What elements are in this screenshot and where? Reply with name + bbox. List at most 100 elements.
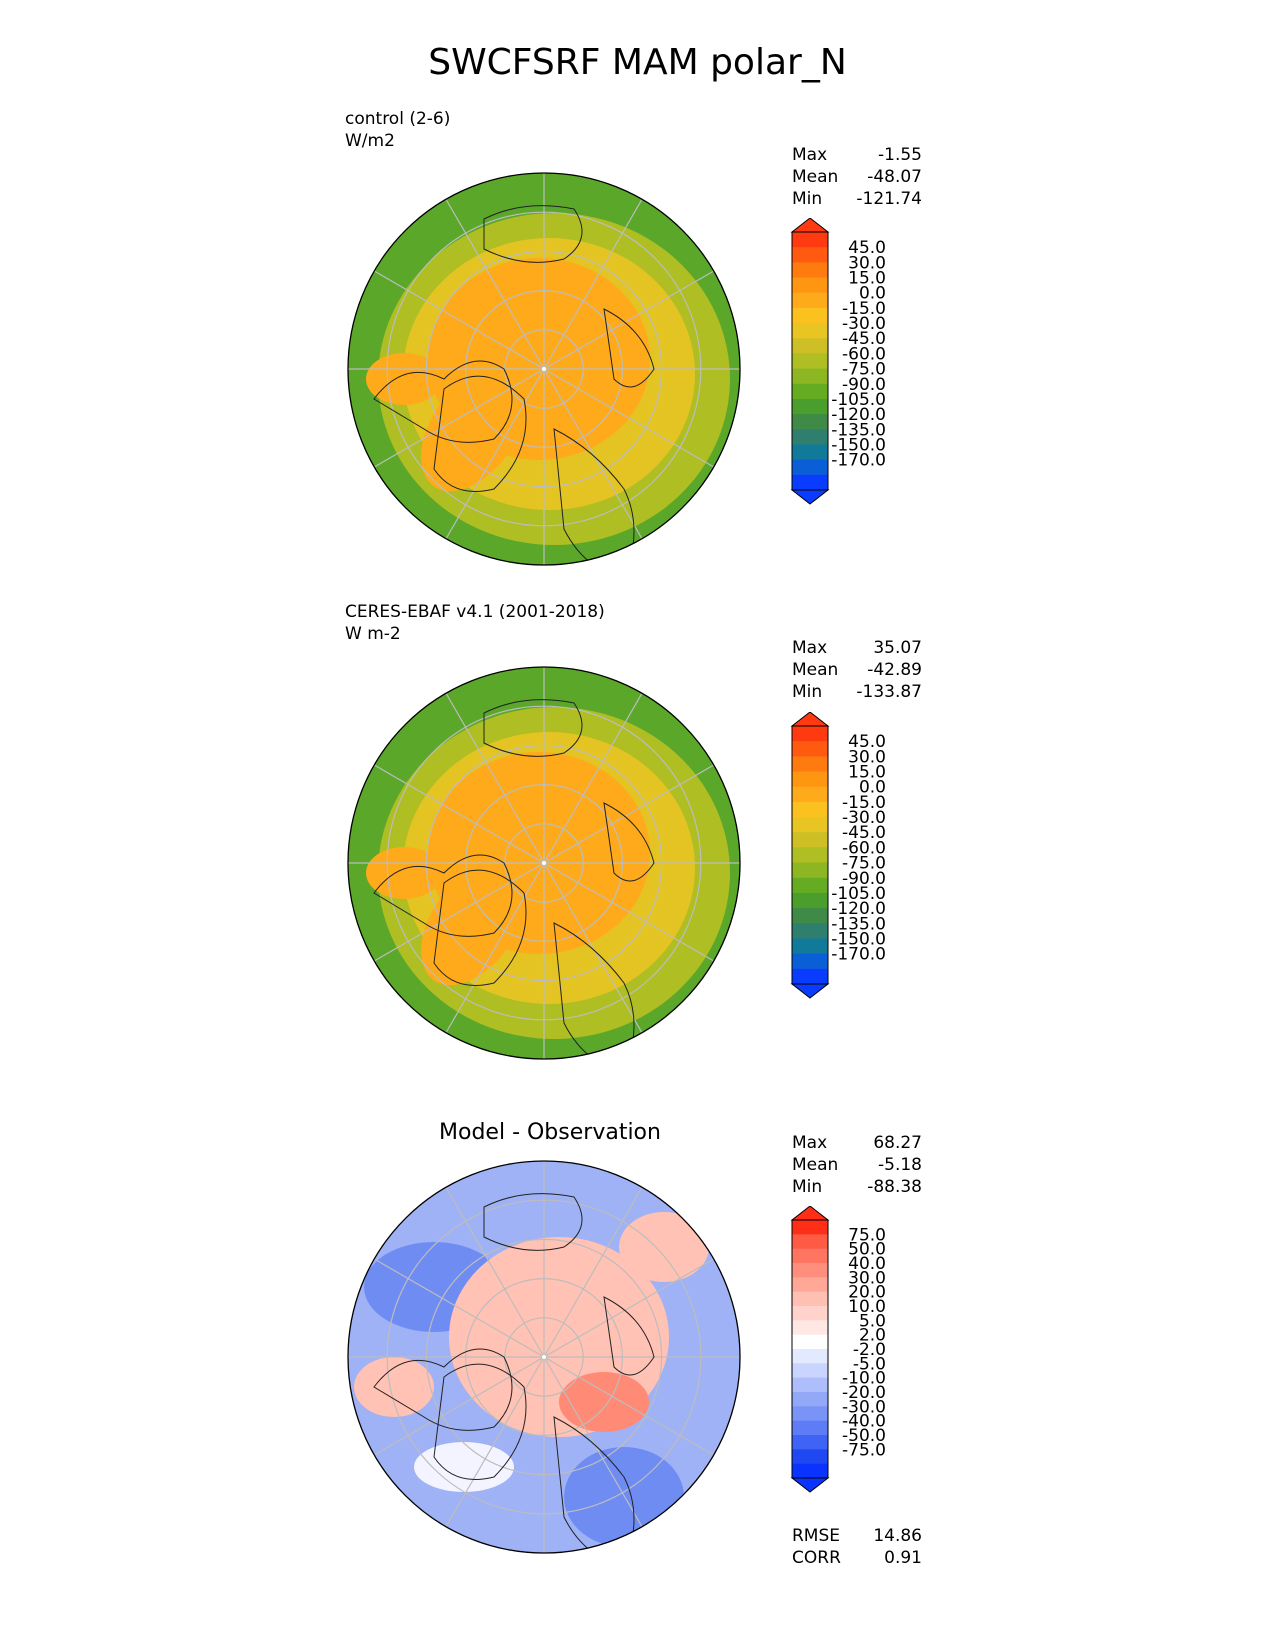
colorbar-tick-label: -120.0 bbox=[831, 899, 886, 919]
colorbar-tick-label: -10.0 bbox=[842, 1369, 886, 1389]
colorbar-tick-label: -150.0 bbox=[831, 929, 886, 949]
colorbar-swatch bbox=[792, 414, 828, 430]
colorbar-tick-label: -30.0 bbox=[842, 1397, 886, 1417]
max-label: Max bbox=[792, 1133, 828, 1153]
colorbar-swatch bbox=[792, 862, 828, 879]
colorbar-tick-label: -90.0 bbox=[842, 869, 886, 889]
colorbar-swatch bbox=[792, 1234, 828, 1250]
colorbar-swatch bbox=[792, 1277, 828, 1293]
colorbar-swatch bbox=[792, 1392, 828, 1407]
meridian-line bbox=[543, 862, 715, 962]
colorbar-tick-label: -45.0 bbox=[842, 823, 886, 843]
colorbar-tick-label: -5.0 bbox=[853, 1354, 886, 1374]
colorbar-tick-label: -170.0 bbox=[831, 451, 886, 471]
map-boundary bbox=[347, 666, 741, 1060]
meridian-line bbox=[543, 692, 643, 864]
meridian-line bbox=[543, 368, 715, 468]
meridian-line bbox=[543, 764, 715, 864]
max-value: 35.07 bbox=[873, 638, 922, 658]
min-value: -121.74 bbox=[856, 189, 922, 209]
colorbar-tick-label: 30.0 bbox=[848, 253, 886, 273]
panel3-colorbar: 75.050.040.030.020.010.05.02.0-2.0-5.0-1… bbox=[790, 1206, 886, 1493]
mean-label: Mean bbox=[792, 1155, 839, 1175]
colorbar-swatch bbox=[792, 938, 828, 955]
colorbar-tick-label: -60.0 bbox=[842, 344, 886, 364]
colorbar-tick-label: -120.0 bbox=[831, 405, 886, 425]
colorbar-tick-label: -30.0 bbox=[842, 314, 886, 334]
colorbar-swatch bbox=[792, 1435, 828, 1450]
colorbar-tick-label: 15.0 bbox=[848, 763, 886, 783]
coastline bbox=[433, 869, 527, 986]
coastline bbox=[483, 699, 583, 757]
coastline bbox=[553, 922, 635, 1059]
near-zero-region bbox=[414, 1442, 514, 1492]
colorbar-swatch bbox=[792, 847, 828, 864]
colorbar-tick-label: -135.0 bbox=[831, 420, 886, 440]
panel3-metrics: RMSE 14.86 CORR 0.91 bbox=[792, 1525, 922, 1569]
colorbar-tick-label: -15.0 bbox=[842, 793, 886, 813]
meridian-line bbox=[543, 1186, 643, 1358]
colorbar-swatch bbox=[792, 277, 828, 294]
colorbar-tick-label: -150.0 bbox=[831, 435, 886, 455]
north-pole-marker bbox=[542, 367, 546, 371]
colorbar-swatch bbox=[792, 262, 828, 279]
panel3-diff-polar-map bbox=[347, 1160, 741, 1554]
north-pole-marker bbox=[542, 1355, 546, 1359]
meridian-line bbox=[445, 1356, 545, 1528]
colorbar-tick-label: 45.0 bbox=[848, 238, 886, 258]
min-label: Min bbox=[792, 189, 823, 209]
colorbar-swatch bbox=[792, 1248, 828, 1264]
colorbar-swatch bbox=[792, 247, 828, 263]
mean-label: Mean bbox=[792, 660, 839, 680]
strong-negative-region bbox=[564, 1447, 684, 1547]
meridian-line bbox=[543, 368, 643, 540]
colorbar-swatch bbox=[792, 338, 828, 354]
colorbar-swatch bbox=[792, 368, 828, 385]
map-field bbox=[348, 173, 740, 565]
coastline bbox=[553, 428, 635, 565]
colorbar-swatch bbox=[792, 1263, 828, 1278]
north-pole-marker bbox=[542, 861, 546, 865]
coastline bbox=[553, 1416, 635, 1553]
rmse-value: 14.86 bbox=[873, 1526, 922, 1546]
colorbar-swatch bbox=[792, 474, 828, 491]
corr-value: 0.91 bbox=[884, 1548, 922, 1568]
coastline bbox=[433, 375, 527, 492]
colorbar-swatch bbox=[792, 459, 828, 476]
panel3-stats: Max 68.27 Mean -5.18 Min -88.38 bbox=[792, 1132, 922, 1198]
coastline bbox=[483, 1193, 583, 1251]
colorbar-swatch bbox=[792, 1463, 828, 1479]
mean-label: Mean bbox=[792, 167, 839, 187]
colorbar-swatch bbox=[792, 786, 828, 803]
colorbar-swatch bbox=[792, 923, 828, 939]
colorbar-swatch bbox=[792, 801, 828, 818]
colorbar-swatch bbox=[792, 398, 828, 415]
greenland-region bbox=[421, 860, 527, 986]
meridian-line bbox=[445, 862, 545, 1034]
corr-label: CORR bbox=[792, 1548, 841, 1568]
min-label: Min bbox=[792, 1177, 823, 1197]
colorbar-tick-label: -2.0 bbox=[853, 1340, 886, 1360]
colorbar-swatch bbox=[792, 1449, 828, 1465]
colorbar-tick-label: -75.0 bbox=[842, 854, 886, 874]
colorbar-swatch bbox=[792, 832, 828, 848]
colorbar-swatch bbox=[792, 444, 828, 461]
coastline bbox=[603, 802, 655, 882]
panel2-label: CERES-EBAF v4.1 (2001-2018) W m-2 bbox=[345, 601, 605, 645]
max-label: Max bbox=[792, 638, 828, 658]
colorbar-tick-label: 5.0 bbox=[859, 1311, 886, 1331]
colorbar-tick-label: 15.0 bbox=[848, 269, 886, 289]
colorbar-swatch bbox=[792, 323, 828, 339]
colorbar-tick-label: 30.0 bbox=[848, 747, 886, 767]
colorbar-swatch bbox=[792, 292, 828, 309]
colorbar-frame bbox=[791, 725, 829, 985]
colorbar-top-triangle bbox=[790, 218, 830, 233]
panel1-polar-map bbox=[347, 172, 741, 566]
colorbar-tick-label: -20.0 bbox=[842, 1383, 886, 1403]
panel1-label: control (2-6) W/m2 bbox=[345, 108, 450, 152]
colorbar-swatch bbox=[792, 383, 828, 400]
colorbar-tick-label: -50.0 bbox=[842, 1426, 886, 1446]
colorbar-swatch bbox=[792, 1406, 828, 1422]
mean-value: -48.07 bbox=[867, 167, 922, 187]
colorbar-tick-label: 45.0 bbox=[848, 732, 886, 752]
